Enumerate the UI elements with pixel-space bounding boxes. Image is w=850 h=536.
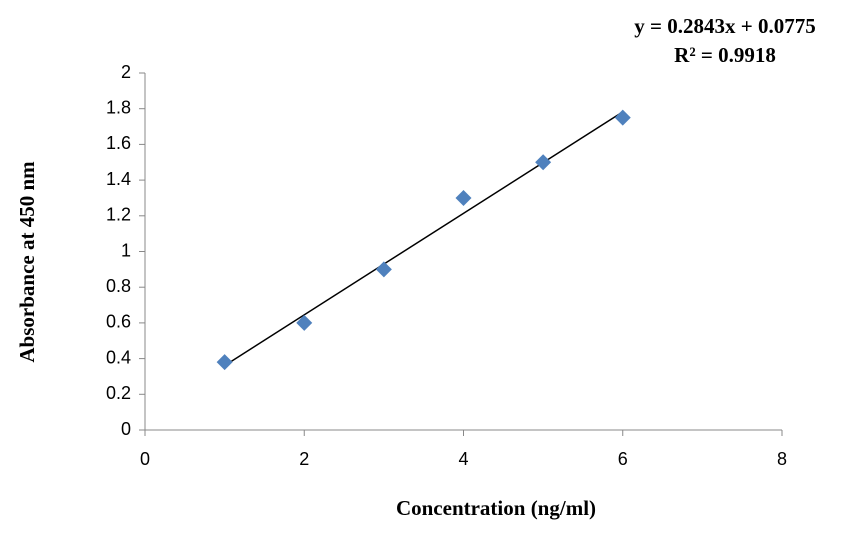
x-tick-label: 8 (777, 449, 787, 469)
y-tick-label: 0.4 (106, 347, 131, 367)
data-point (614, 109, 631, 126)
y-tick-label: 1.6 (106, 133, 131, 153)
trendline (224, 111, 624, 367)
y-tick-label: 0.2 (106, 383, 131, 403)
x-tick-label: 4 (458, 449, 468, 469)
y-tick-label: 1.2 (106, 205, 131, 225)
data-point (535, 154, 552, 171)
x-tick-label: 6 (618, 449, 628, 469)
equation: y = 0.2843x + 0.0775 (634, 14, 815, 38)
y-tick-label: 0.6 (106, 312, 131, 332)
y-tick-label: 2 (121, 62, 131, 82)
data-point (375, 261, 392, 278)
data-point (296, 314, 313, 331)
x-tick-label: 0 (140, 449, 150, 469)
y-axis-title: Absorbance at 450 nm (15, 161, 39, 363)
y-tick-label: 1 (121, 240, 131, 260)
y-tick-label: 0 (121, 419, 131, 439)
x-axis-title: Concentration (ng/ml) (396, 496, 596, 520)
r-squared: R² = 0.9918 (674, 43, 776, 67)
data-point (455, 189, 472, 206)
y-tick-label: 1.4 (106, 169, 131, 189)
data-point (216, 354, 233, 371)
y-tick-label: 0.8 (106, 276, 131, 296)
y-tick-label: 1.8 (106, 97, 131, 117)
x-tick-label: 2 (299, 449, 309, 469)
